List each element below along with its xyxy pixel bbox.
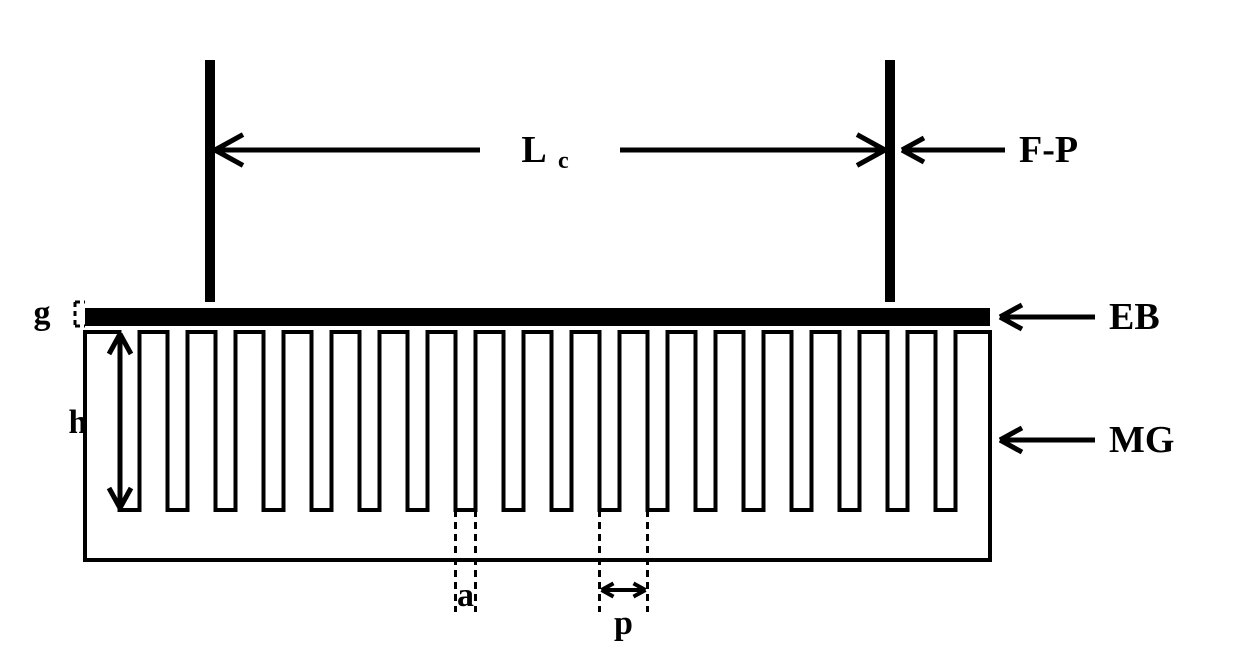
fp-mirror-left [205,60,215,302]
label-h: h [69,404,88,441]
label-Lc: L [521,129,546,171]
label-MG: MG [1109,419,1174,461]
label-p: p [614,605,633,642]
eb-bar [85,308,990,326]
label-g: g [34,295,51,332]
label-EB: EB [1109,296,1160,338]
label-Lc-sub: c [558,148,569,174]
metal-grating [85,332,990,560]
label-FP: F-P [1019,129,1078,171]
fp-mirror-right [885,60,895,302]
label-a: a [457,577,474,614]
diagram-canvas: Lc g h a p F-P EB MG [0,0,1240,660]
